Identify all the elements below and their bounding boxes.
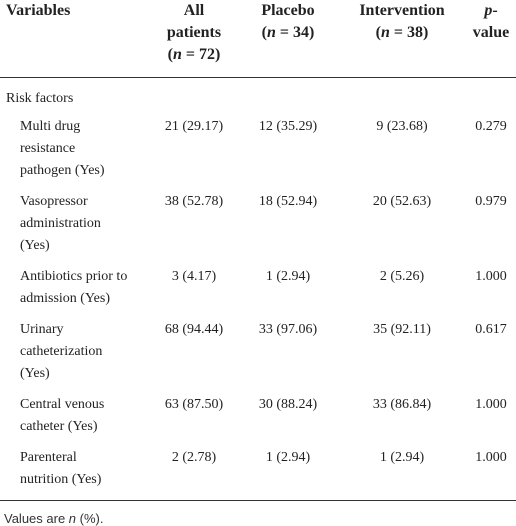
- text-run: patients: [166, 24, 222, 41]
- cell: 3 (4.17): [171, 269, 217, 284]
- header-line: value: [466, 22, 516, 44]
- cell: 20 (52.63): [372, 194, 432, 209]
- row-label: Central venous catheter (Yes): [0, 394, 150, 447]
- cell: 18 (52.94): [258, 194, 318, 209]
- cell: 21 (29.17): [164, 119, 224, 134]
- label-line: Urinary: [20, 322, 64, 337]
- label-line: administration: [20, 216, 101, 231]
- header-cell: p-value: [466, 0, 516, 78]
- text-run: n: [172, 46, 182, 63]
- cell: 9 (23.68): [376, 119, 428, 134]
- text-run: p: [484, 2, 493, 19]
- row-label: Urinary catheterization (Yes): [0, 319, 150, 394]
- header-line: p-: [466, 0, 516, 22]
- footnote: Values are n (%).: [0, 501, 516, 526]
- cell: 33 (86.84): [372, 397, 432, 412]
- header-row: Variables All patients (n = 72) Placebo (n = …: [0, 0, 516, 78]
- text-run: -: [492, 2, 498, 19]
- header-cell: All patients (n = 72): [150, 0, 238, 78]
- cell: 1.000: [475, 397, 507, 412]
- data-row: Central venous catheter (Yes) 63 (87.50) 30…: [0, 394, 516, 447]
- text-run: Values are: [4, 511, 69, 526]
- header-line: patients: [150, 22, 238, 44]
- text-run: value: [472, 24, 510, 41]
- text-run: = 72): [181, 46, 221, 63]
- row-label: Multi drug resistance pathogen (Yes): [0, 116, 150, 191]
- cell: 35 (92.11): [373, 322, 431, 337]
- cell: 0.617: [475, 322, 507, 337]
- cell: 68 (94.44): [164, 322, 224, 337]
- text-run: (: [167, 46, 173, 63]
- label-line: admission (Yes): [20, 291, 110, 306]
- header-line: All: [150, 0, 238, 22]
- header-line: Placebo: [238, 0, 338, 22]
- label-line: catheterization: [20, 344, 103, 359]
- header-cell: Placebo (n = 34): [238, 0, 338, 78]
- cell: 2 (2.78): [150, 447, 238, 501]
- text-run: = 34): [275, 24, 315, 41]
- data-table: Variables All patients (n = 72) Placebo (n = …: [0, 0, 516, 501]
- header-line: (n = 34): [238, 22, 338, 44]
- header-line: (n = 72): [150, 44, 238, 66]
- data-row: Vasopressor administration (Yes) 38 (52.78)…: [0, 191, 516, 266]
- text-run: n: [380, 24, 390, 41]
- text-run: Variables: [6, 2, 71, 19]
- label-line: Antibiotics prior to: [20, 269, 128, 284]
- label-line: resistance: [20, 141, 76, 156]
- label-line: nutrition (Yes): [20, 472, 102, 487]
- row-label: Antibiotics prior to admission (Yes): [0, 266, 150, 319]
- text-run: Intervention: [359, 2, 445, 19]
- text-run: n: [266, 24, 276, 41]
- label-line: Vasopressor: [20, 194, 88, 209]
- cell: 1 (2.94): [265, 269, 311, 284]
- header-line: (n = 38): [338, 22, 466, 44]
- cell: 33 (97.06): [258, 322, 318, 337]
- text-run: All: [183, 2, 205, 19]
- cell: 1.000: [466, 447, 516, 501]
- data-row: Multi drug resistance pathogen (Yes) 21 (29…: [0, 116, 516, 191]
- cell: 0.279: [475, 119, 507, 134]
- header-cell: Intervention (n = 38): [338, 0, 466, 78]
- cell: 2 (5.26): [379, 269, 425, 284]
- label-line: Central venous: [20, 397, 105, 412]
- cell: 30 (88.24): [258, 397, 318, 412]
- text-run: (: [375, 24, 381, 41]
- text-run: n: [68, 511, 77, 526]
- cell: 1 (2.94): [338, 447, 466, 501]
- cell: 63 (87.50): [164, 397, 224, 412]
- text-run: Placebo: [261, 2, 315, 19]
- data-row: Parenteral nutrition (Yes) 2 (2.78) 1 (2.94…: [0, 447, 516, 501]
- label-line: (Yes): [20, 238, 50, 253]
- header-line: Variables: [6, 0, 150, 22]
- section-label: Risk factors: [6, 91, 74, 106]
- text-run: (: [261, 24, 267, 41]
- section-row: Risk factors: [0, 78, 516, 117]
- label-line: Parenteral: [20, 450, 77, 465]
- cell: 38 (52.78): [164, 194, 224, 209]
- text-run: (%).: [76, 511, 104, 526]
- label-line: (Yes): [20, 366, 50, 381]
- text-run: = 38): [389, 24, 429, 41]
- cell: 0.979: [475, 194, 507, 209]
- data-row: Antibiotics prior to admission (Yes) 3 (4.…: [0, 266, 516, 319]
- label-line: catheter (Yes): [20, 419, 98, 434]
- label-line: Multi drug: [20, 119, 81, 134]
- row-label: Parenteral nutrition (Yes): [0, 447, 150, 501]
- label-line: pathogen (Yes): [20, 163, 105, 178]
- cell: 12 (35.29): [258, 119, 318, 134]
- cell: 1 (2.94): [238, 447, 338, 501]
- table-body: Risk factors Multi drug resistance pathogen…: [0, 78, 516, 501]
- data-row: Urinary catheterization (Yes) 68 (94.44) 33 …: [0, 319, 516, 394]
- row-label: Vasopressor administration (Yes): [0, 191, 150, 266]
- header-cell: Variables: [0, 0, 150, 78]
- cell: 1.000: [475, 269, 507, 284]
- header-line: Intervention: [338, 0, 466, 22]
